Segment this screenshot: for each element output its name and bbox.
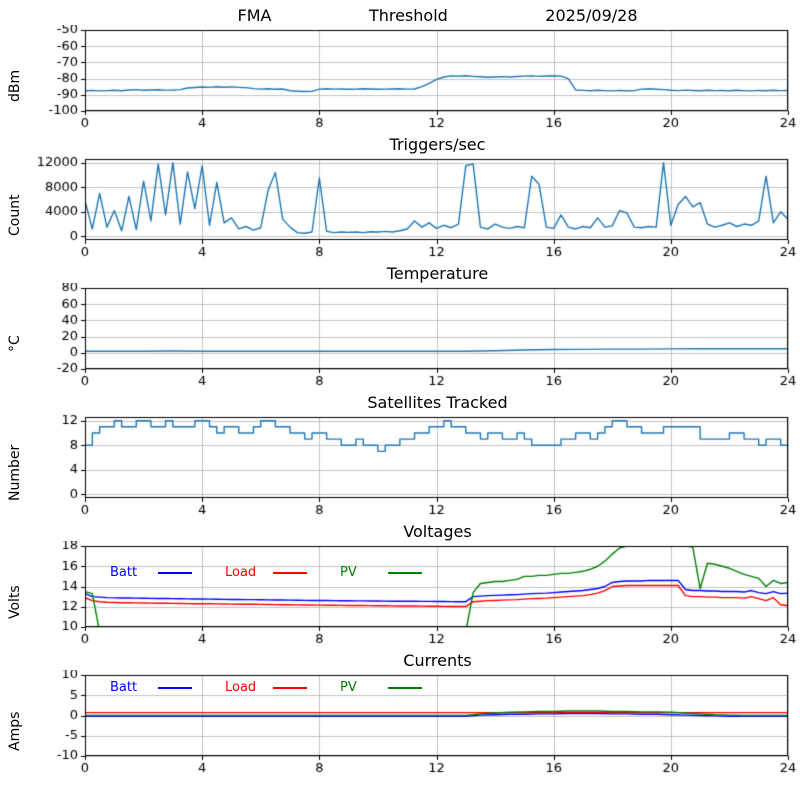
panel-satellites: Satellites Tracked Number xyxy=(0,392,800,518)
fma-title-multi: FMA Threshold 2025/09/28 xyxy=(238,6,638,25)
currents-title-row: Currents xyxy=(85,650,790,670)
legend-line-pv xyxy=(388,686,422,689)
legend-line-batt xyxy=(158,571,192,574)
fma-title-date: 2025/09/28 xyxy=(545,5,638,25)
triggers-title-row: Triggers/sec xyxy=(85,134,790,154)
fma-plot-row: dBm xyxy=(0,25,800,131)
legend-label-batt: Batt xyxy=(110,680,138,695)
legend-line-load xyxy=(273,686,307,689)
panel-temperature: Temperature °C xyxy=(0,263,800,389)
chart-title-satellites: Satellites Tracked xyxy=(367,392,508,412)
currents-legend: Batt Load PV xyxy=(110,680,455,695)
chart-canvas-voltages xyxy=(30,541,800,647)
y-axis-label-count: Count xyxy=(7,194,23,236)
voltages-legend: Batt Load PV xyxy=(110,565,455,580)
temperature-plot-row: °C xyxy=(0,283,800,389)
panel-currents: Currents Amps Batt Load PV xyxy=(0,650,800,776)
legend-line-batt xyxy=(158,686,192,689)
fma-title-threshold: Threshold xyxy=(368,5,448,25)
legend-label-load: Load xyxy=(225,680,257,695)
legend-label-pv: PV xyxy=(340,680,357,695)
voltages-title-row: Voltages xyxy=(85,521,790,541)
chart-title-currents: Currents xyxy=(403,650,472,670)
chart-title-triggers: Triggers/sec xyxy=(389,134,486,154)
legend-entry-batt: Batt xyxy=(110,680,225,695)
legend-entry-pv: PV xyxy=(340,565,455,580)
legend-entry-load: Load xyxy=(225,680,340,695)
y-axis-label-dbm: dBm xyxy=(7,69,23,103)
voltages-plot-row: Volts Batt Load PV xyxy=(0,541,800,647)
panel-voltages: Voltages Volts Batt Load PV xyxy=(0,521,800,647)
legend-entry-pv: PV xyxy=(340,680,455,695)
legend-line-load xyxy=(273,571,307,574)
temperature-title-row: Temperature xyxy=(85,263,790,283)
y-axis-label-number: Number xyxy=(7,444,23,502)
satellites-plot-row: Number xyxy=(0,412,800,518)
legend-label-batt: Batt xyxy=(110,565,138,580)
legend-label-pv: PV xyxy=(340,565,357,580)
triggers-plot-row: Count xyxy=(0,154,800,260)
legend-entry-batt: Batt xyxy=(110,565,225,580)
y-axis-label-amps: Amps xyxy=(7,711,23,751)
fma-title-name: FMA xyxy=(237,5,272,25)
legend-entry-load: Load xyxy=(225,565,340,580)
chart-canvas-satellites xyxy=(30,412,800,518)
chart-title-voltages: Voltages xyxy=(403,521,472,541)
legend-line-pv xyxy=(388,571,422,574)
chart-canvas-dbm xyxy=(30,25,800,131)
legend-label-load: Load xyxy=(225,565,257,580)
panel-fma: FMA Threshold 2025/09/28 dBm xyxy=(0,5,800,131)
panel-triggers: Triggers/sec Count xyxy=(0,134,800,260)
figure: FMA Threshold 2025/09/28 dBm Triggers/se… xyxy=(0,5,800,776)
fma-title-row: FMA Threshold 2025/09/28 xyxy=(85,5,790,25)
chart-canvas-triggers xyxy=(30,154,800,260)
chart-canvas-temperature xyxy=(30,283,800,389)
currents-plot-row: Amps Batt Load PV xyxy=(0,670,800,776)
satellites-title-row: Satellites Tracked xyxy=(85,392,790,412)
y-axis-label-celsius: °C xyxy=(7,335,23,353)
y-axis-label-volts: Volts xyxy=(7,585,23,619)
chart-title-temperature: Temperature xyxy=(386,263,489,283)
